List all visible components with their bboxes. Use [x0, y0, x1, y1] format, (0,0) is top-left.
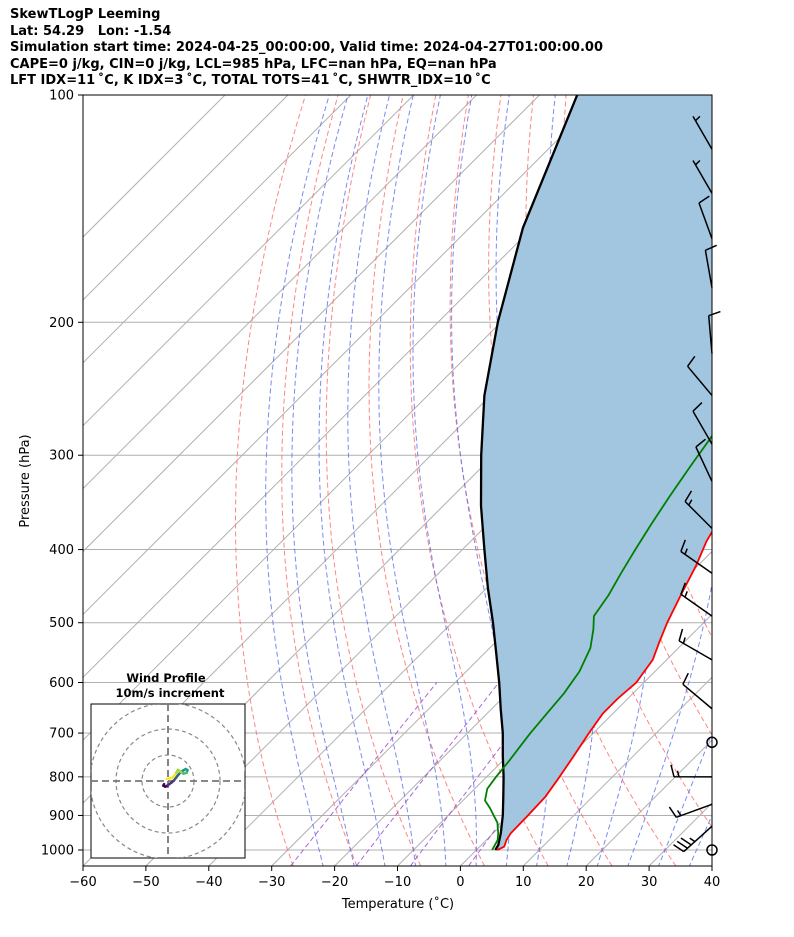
x-tick-label: 20 [578, 875, 595, 890]
mixing-ratio-line [290, 682, 438, 866]
y-tick-label: 1000 [41, 844, 74, 859]
calm-wind-marker [706, 844, 718, 856]
moist-adiabat [378, 95, 447, 866]
y-tick-label: 500 [49, 616, 74, 631]
y-tick-label: 900 [49, 809, 74, 824]
wind-barb [682, 672, 713, 710]
wind-barb [678, 628, 713, 661]
moist-adiabat [265, 95, 330, 866]
mixing-ratio-line [409, 682, 551, 866]
moist-adiabat [291, 95, 355, 866]
cape-cin-shading [481, 95, 712, 850]
wind-barb [692, 159, 713, 194]
isotherm [83, 95, 289, 301]
isotherm [83, 95, 477, 490]
isotherm [83, 95, 352, 364]
temperature-profile-line [496, 530, 712, 851]
moist-adiabat [451, 95, 512, 866]
parcel-profile-line [479, 95, 579, 851]
cin-shaded-area [481, 95, 712, 850]
moist-adiabat [627, 95, 712, 866]
station-coordinates: Lat: 54.29 Lon: -1.54 [10, 23, 172, 39]
y-tick-label: 700 [49, 727, 74, 742]
hodograph-subtitle: 10m/s increment [116, 686, 225, 700]
sounding-profiles [479, 95, 712, 851]
dry-adiabat [729, 95, 794, 866]
stability-indices-1: CAPE=0 j/kg, CIN=0 j/kg, LCL=985 hPa, LF… [10, 56, 497, 72]
wind-barb [680, 539, 713, 574]
x-tick-label: −10 [384, 875, 411, 890]
isotherm [711, 865, 712, 866]
calm-wind-marker [706, 736, 718, 749]
hodograph-inset: Wind Profile 10m/s increment [90, 671, 246, 859]
dewpoint-profile-line [484, 434, 712, 851]
x-tick-label: −60 [69, 875, 96, 890]
x-tick-label: −50 [132, 875, 159, 890]
hodograph-segment [165, 776, 174, 781]
wind-barb [684, 490, 713, 529]
wind-barb [668, 803, 713, 819]
moist-adiabat [318, 95, 386, 866]
x-axis-label: Temperature (˚C) [341, 896, 454, 912]
moist-adiabat [347, 95, 417, 866]
mixing-ratio-line [355, 682, 500, 866]
isotherm [522, 676, 712, 866]
moist-adiabat [412, 95, 477, 866]
simulation-times: Simulation start time: 2024-04-25_00:00:… [10, 40, 603, 55]
x-tick-label: 10 [515, 875, 532, 890]
wind-barb [670, 764, 713, 778]
x-tick-label: 40 [704, 875, 721, 890]
station-title: SkewTLogP Leeming [10, 7, 161, 22]
y-tick-label: 300 [49, 449, 74, 464]
wind-barb [695, 438, 713, 482]
x-tick-label: −30 [258, 875, 285, 890]
moist-adiabat [751, 95, 794, 868]
wind-barb [698, 195, 713, 239]
dry-adiabat [235, 95, 306, 866]
dry-adiabat [368, 95, 485, 866]
y-axis-label: Pressure (hPa) [18, 434, 33, 527]
dry-adiabat [762, 95, 794, 866]
dry-adiabat [281, 95, 358, 866]
isotherm [83, 95, 540, 553]
isotherm [83, 95, 603, 616]
x-tick-label: 0 [456, 875, 464, 890]
isotherm [83, 95, 415, 427]
isotherm [460, 613, 712, 866]
chart-header: SkewTLogP Leeming Lat: 54.29 Lon: -1.54 … [10, 7, 603, 90]
hodograph-title: Wind Profile [126, 671, 206, 685]
wind-barb [686, 355, 713, 396]
wind-barb [680, 582, 713, 617]
stability-indices-2: LFT IDX=11 ˚C, K IDX=3 ˚C, TOTAL TOTS=41… [10, 73, 491, 88]
y-tick-label: 200 [49, 316, 74, 331]
x-tick-label: −40 [195, 875, 222, 890]
isotherm [334, 487, 712, 866]
isotherm [83, 95, 226, 238]
y-tick-label: 400 [49, 543, 74, 558]
wind-barb [692, 115, 713, 150]
y-tick-label: 600 [49, 676, 74, 691]
moist-adiabat [720, 95, 794, 868]
wind-barb [673, 825, 713, 853]
wind-barb [704, 244, 718, 288]
x-tick-label: −20 [321, 875, 348, 890]
y-tick-label: 800 [49, 770, 74, 785]
y-tick-label: 100 [49, 89, 74, 104]
x-tick-label: 30 [641, 875, 658, 890]
wind-barb [692, 402, 713, 445]
wind-barb [707, 310, 721, 354]
wind-barbs [668, 115, 721, 856]
